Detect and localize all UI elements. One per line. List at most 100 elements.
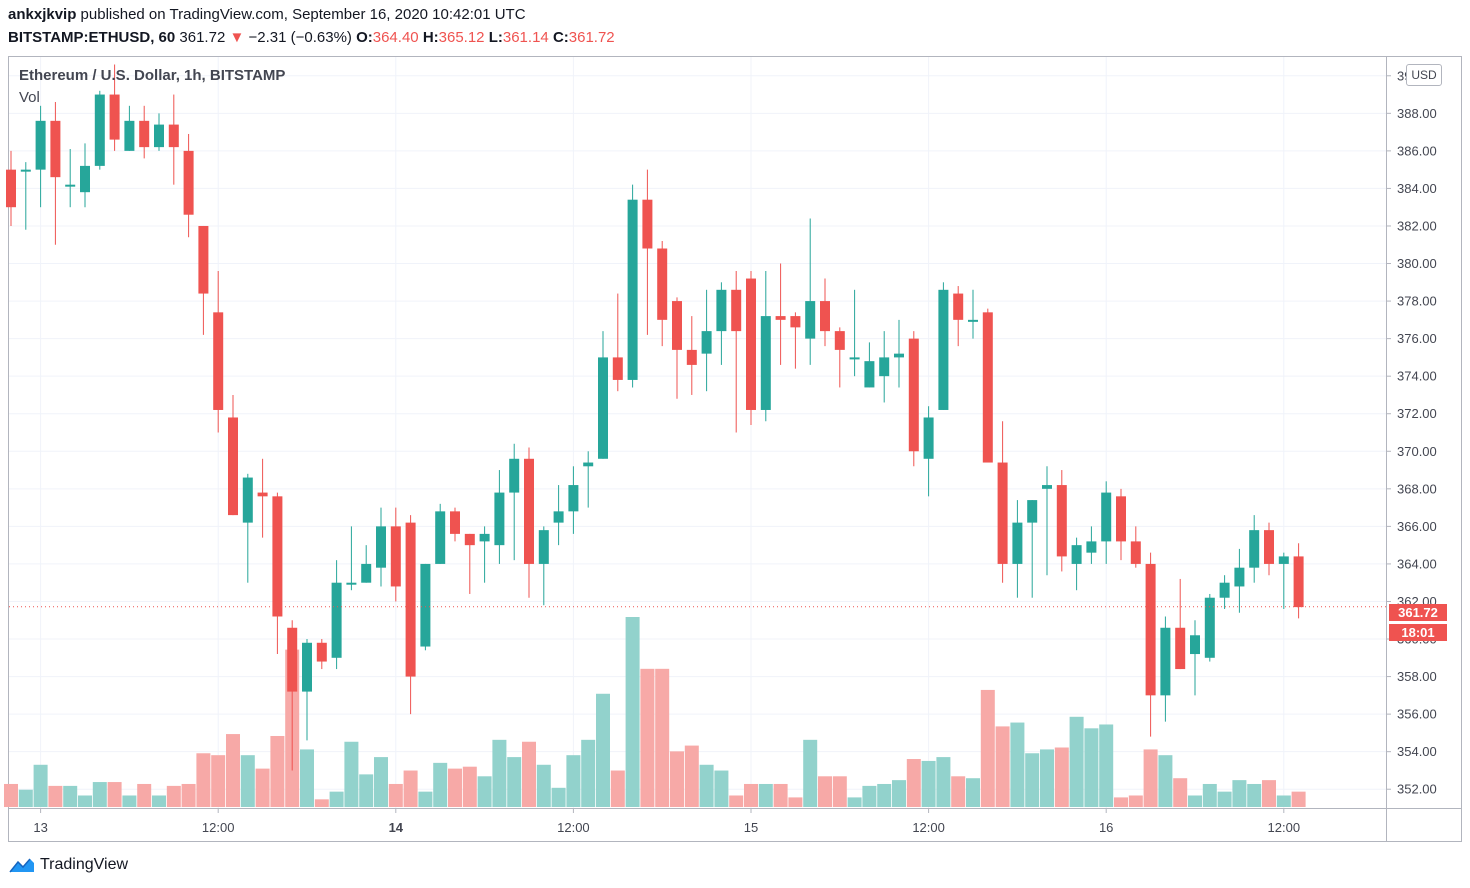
volume-bar: [63, 785, 78, 807]
candle-body: [65, 184, 76, 187]
open-value: 364.40: [372, 29, 419, 46]
candle-body: [331, 582, 342, 658]
volume-bar: [1158, 755, 1173, 807]
candle-body: [228, 417, 238, 516]
candle-body: [686, 349, 697, 365]
candle-body: [94, 94, 105, 166]
y-tick-label: 382.00: [1397, 218, 1437, 233]
volume-bar: [166, 785, 181, 807]
candle-body: [390, 526, 401, 587]
candle-body: [612, 357, 623, 380]
currency-button[interactable]: USD: [1406, 64, 1442, 86]
candle-body: [834, 331, 845, 350]
y-tick-label: 364.00: [1397, 556, 1437, 571]
volume-bar: [122, 795, 137, 807]
candle-body: [627, 199, 638, 380]
candle-body: [775, 316, 786, 320]
volume-bar: [1202, 783, 1217, 807]
volume-bar: [551, 787, 566, 807]
candle-body: [479, 533, 490, 542]
candle-body: [538, 530, 549, 564]
volume-bar: [1084, 728, 1099, 807]
candle-body: [746, 278, 756, 410]
candle-body: [405, 522, 416, 677]
volume-bar: [596, 693, 610, 807]
x-tick-label: 16: [1099, 820, 1113, 835]
candle-body: [435, 511, 446, 564]
countdown-tag: 18:01: [1389, 624, 1447, 641]
y-tick-label: 380.00: [1397, 256, 1437, 271]
symbol-label: BITSTAMP:ETHUSD, 60: [8, 29, 176, 46]
y-tick-label: 376.00: [1397, 331, 1437, 346]
volume-bar: [433, 762, 448, 807]
close-label: C:: [552, 29, 569, 46]
volume-bar: [699, 764, 714, 807]
candle-body: [376, 526, 386, 568]
volume-bar: [1025, 753, 1040, 807]
volume-bar: [773, 783, 788, 807]
x-tick-label: 14: [389, 820, 404, 835]
low-value: 361.14: [502, 29, 549, 46]
y-tick-label: 378.00: [1397, 294, 1437, 309]
candle-body: [80, 165, 90, 193]
volume-bar: [152, 795, 166, 807]
last-price-tag: 361.72: [1389, 604, 1447, 621]
volume-bar: [966, 778, 980, 807]
author-name[interactable]: ankxjkvip: [8, 6, 77, 23]
volume-bar: [1232, 780, 1247, 807]
volume-bar: [566, 755, 581, 807]
x-tick-label: 12:00: [557, 820, 590, 835]
candle-body: [302, 642, 312, 692]
volume-bar: [906, 759, 921, 807]
y-tick-label: 386.00: [1397, 143, 1437, 158]
y-tick-label: 354.00: [1397, 744, 1437, 759]
candle-body: [1056, 485, 1067, 557]
candle-body: [642, 199, 653, 249]
candle-body: [361, 563, 372, 583]
candle-body: [953, 293, 964, 320]
candle-body: [198, 225, 209, 294]
volume-bar: [1217, 791, 1232, 807]
volume-bar: [492, 739, 507, 807]
volume-bar: [670, 751, 684, 807]
candle-body: [1145, 563, 1156, 696]
volume-bar: [714, 770, 729, 807]
volume-bar: [78, 795, 92, 807]
candle-body: [583, 462, 594, 467]
volume-bar: [877, 783, 892, 807]
volume-bar: [1247, 783, 1262, 807]
volume-bar: [462, 766, 477, 807]
publish-info: ankxjkvip published on TradingView.com, …: [8, 6, 526, 23]
candle-body: [849, 357, 860, 360]
x-tick-label: 15: [744, 820, 758, 835]
price-change: −2.31 (−0.63%): [248, 29, 352, 46]
footer-brand[interactable]: TradingView: [8, 852, 128, 878]
chart-frame: [8, 56, 1462, 842]
volume-bar: [137, 783, 152, 807]
volume-bar: [226, 734, 240, 807]
x-tick-label: 12:00: [1268, 820, 1301, 835]
volume-bar: [1040, 749, 1054, 807]
volume-bar: [758, 783, 773, 807]
volume-bar: [581, 739, 596, 807]
x-tick-label: 12:00: [912, 820, 945, 835]
high-label: H:: [422, 29, 439, 46]
candle-body: [820, 301, 830, 332]
candle-body: [938, 289, 949, 410]
volume-bar: [818, 776, 832, 807]
candle-body: [464, 533, 475, 546]
volume-bar: [300, 749, 314, 807]
volume-bar: [181, 783, 196, 807]
volume-bar: [788, 797, 803, 807]
volume-bar: [374, 757, 388, 807]
y-tick-label: 370.00: [1397, 444, 1437, 459]
volume-bar: [507, 757, 522, 807]
candle-body: [168, 124, 179, 148]
candle-body: [716, 289, 727, 332]
candle-body: [420, 563, 431, 647]
candle-body: [1042, 485, 1052, 489]
volume-bar: [92, 782, 107, 807]
candle-body: [139, 120, 150, 148]
candle-body: [524, 458, 534, 564]
